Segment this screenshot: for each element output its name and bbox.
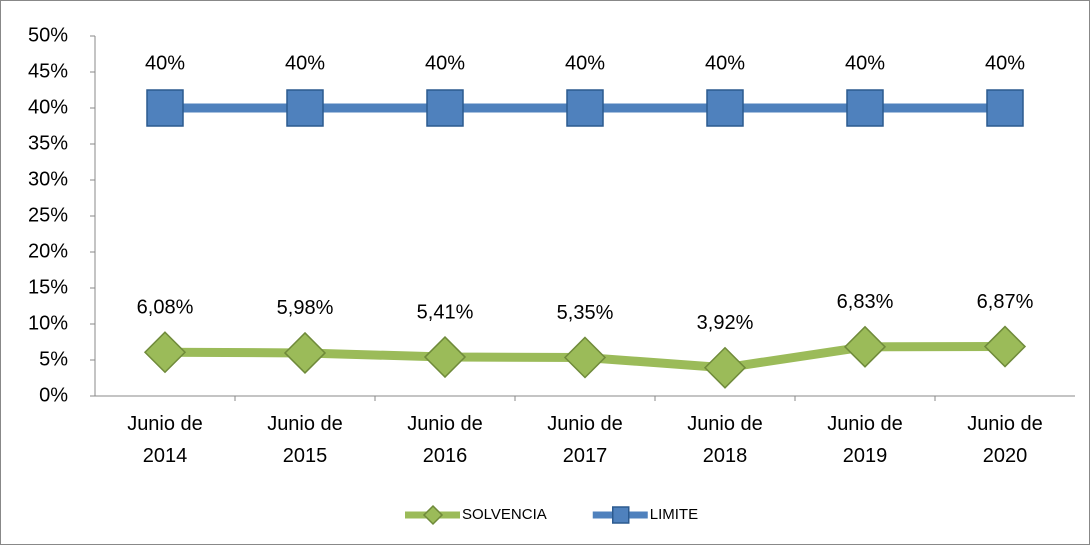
y-tick-label: 0%: [39, 384, 68, 406]
data-label: 40%: [425, 52, 465, 74]
x-tick-label: Junio de 2019: [827, 413, 903, 467]
y-tick-label: 15%: [28, 276, 68, 298]
y-tick-label: 50%: [28, 24, 68, 46]
data-point: [986, 89, 1024, 127]
data-label: 5,41%: [417, 301, 474, 323]
data-label: 40%: [565, 52, 605, 74]
data-point: [563, 336, 607, 379]
y-tick-label: 40%: [28, 96, 68, 118]
x-tick-label: Junio de 2018: [687, 413, 763, 467]
y-tick-label: 20%: [28, 240, 68, 262]
data-label: 40%: [985, 52, 1025, 74]
data-point: [983, 325, 1027, 368]
data-label: 40%: [145, 52, 185, 74]
data-label: 5,35%: [557, 302, 614, 324]
data-point: [846, 89, 884, 127]
data-label: 3,92%: [697, 312, 754, 334]
data-point: [146, 89, 184, 127]
x-tick-label: Junio de 2015: [267, 413, 343, 467]
x-tick-label: Junio de 2020: [967, 413, 1043, 467]
legend-marker: [612, 506, 630, 524]
legend-marker: [422, 504, 444, 526]
data-point: [843, 325, 887, 368]
data-label: 6,08%: [137, 297, 194, 319]
y-tick-label: 45%: [28, 60, 68, 82]
y-tick-label: 30%: [28, 168, 68, 190]
data-label: 40%: [845, 52, 885, 74]
data-point: [423, 335, 467, 379]
data-label: 6,87%: [977, 291, 1034, 313]
data-point: [566, 89, 604, 127]
y-tick-label: 35%: [28, 132, 68, 154]
data-point: [283, 331, 327, 375]
y-tick-label: 10%: [28, 312, 68, 334]
data-label: 6,83%: [837, 291, 894, 313]
data-label: 40%: [705, 52, 745, 74]
legend-label: LIMITE: [650, 506, 698, 523]
x-tick-label: Junio de 2017: [547, 413, 623, 467]
data-point: [426, 89, 464, 127]
data-point: [286, 89, 324, 127]
legend-label: SOLVENCIA: [462, 506, 547, 523]
x-tick-label: Junio de 2016: [407, 413, 483, 467]
data-point: [703, 346, 747, 389]
data-point: [143, 331, 187, 374]
y-tick-label: 25%: [28, 204, 68, 226]
x-tick-label: Junio de 2014: [127, 413, 203, 467]
y-tick-label: 5%: [39, 348, 68, 370]
data-point: [706, 89, 744, 127]
data-label: 5,98%: [277, 297, 334, 319]
data-label: 40%: [285, 52, 325, 74]
